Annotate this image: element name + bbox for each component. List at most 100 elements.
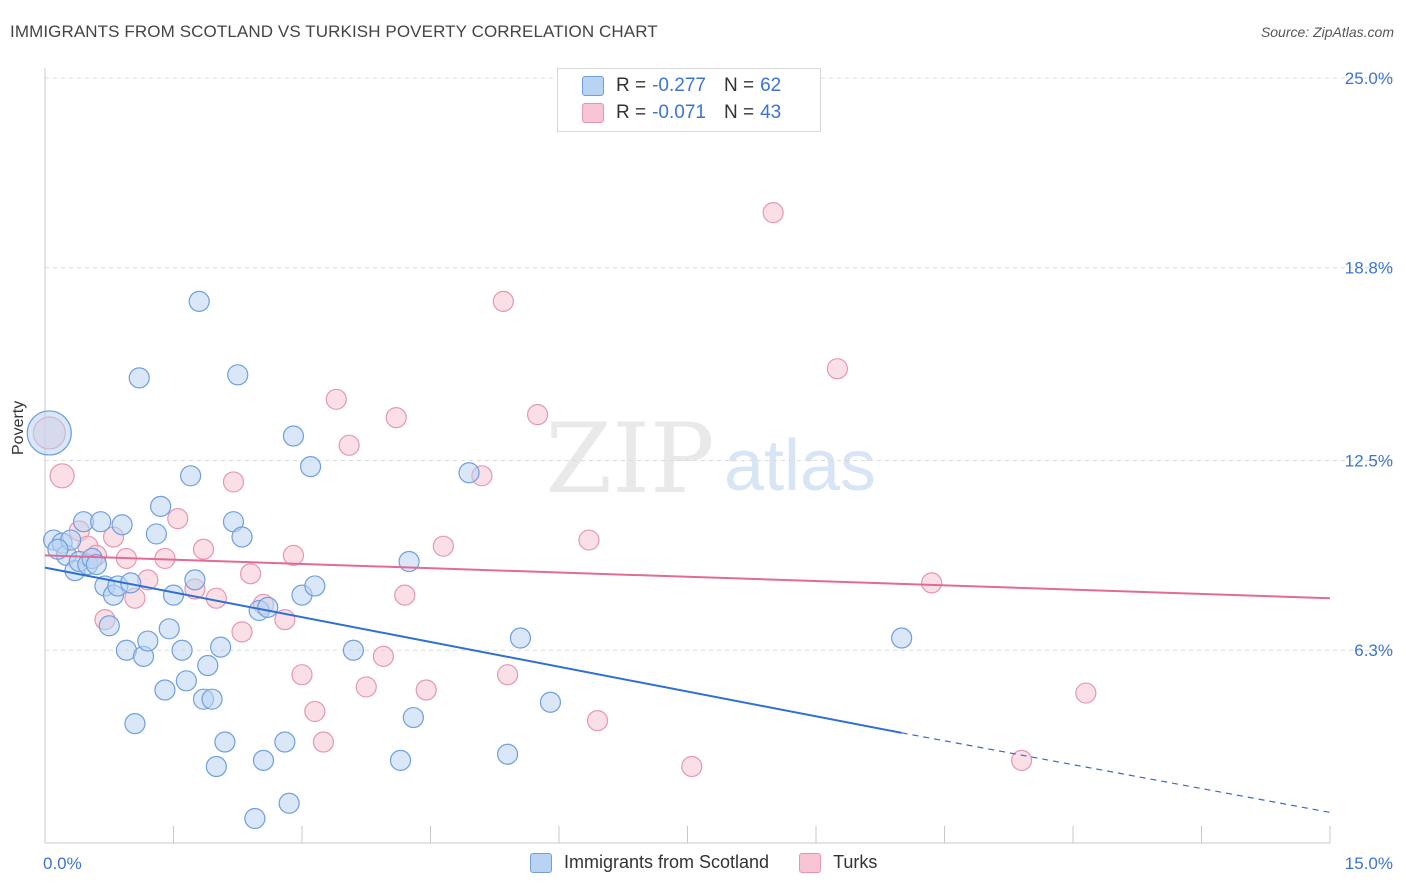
series-scotland-points <box>26 290 913 830</box>
turks-point-40 <box>826 358 849 380</box>
scotland-point-38 <box>214 731 236 753</box>
scotland-point-24 <box>150 495 172 517</box>
turks-point-20 <box>282 544 305 566</box>
trend-lines <box>44 554 1331 813</box>
scotland-point-13 <box>98 615 120 637</box>
stats-legend-row-turks: R = -0.071 N = 43 <box>582 101 781 125</box>
scotland-legend-swatch <box>530 852 552 873</box>
scotland-point-36 <box>205 755 227 778</box>
n-value: 62 <box>760 75 782 96</box>
turks-swatch <box>582 103 604 123</box>
scotland-swatch <box>582 76 604 96</box>
scotland-point-51 <box>304 575 326 597</box>
scotland-trend-line <box>44 566 902 734</box>
turks-point-1 <box>49 463 75 489</box>
turks-point-15 <box>222 471 245 493</box>
turks-point-38 <box>681 755 703 778</box>
scotland-point-44 <box>252 749 275 771</box>
r-label: R = <box>616 102 647 123</box>
scotland-point-53 <box>389 749 412 771</box>
scotland-point-52 <box>342 639 364 661</box>
watermark-zip: ZIP <box>545 403 714 515</box>
scotland-point-26 <box>158 618 180 640</box>
scotland-point-37 <box>210 636 232 658</box>
scotland-point-42 <box>244 807 266 830</box>
legend-item-scotland[interactable]: Immigrants from Scotland <box>530 852 769 873</box>
n-label: N = <box>723 102 755 123</box>
n-value: 43 <box>760 102 782 123</box>
scotland-point-50 <box>299 456 322 478</box>
scotland-point-57 <box>497 743 519 765</box>
turks-point-29 <box>394 584 416 606</box>
scotland-point-19 <box>124 713 146 735</box>
turks-point-16 <box>231 621 253 643</box>
scotland-point-32 <box>188 290 210 312</box>
turks-point-37 <box>586 709 609 732</box>
turks-point-39 <box>762 202 784 224</box>
turks-point-42 <box>1010 749 1033 771</box>
scotland-point-28 <box>171 639 193 661</box>
turks-point-41 <box>921 572 943 594</box>
r-label: R = <box>616 75 647 96</box>
y-tick-labels: 6.3% 12.5% 18.8% 25.0% <box>1345 69 1393 660</box>
r-value: -0.277 <box>652 75 706 96</box>
turks-point-26 <box>355 676 377 698</box>
stats-legend: R = -0.277 N = 62 R = -0.071 N = 43 <box>557 68 821 132</box>
scotland-trend-extension <box>901 732 1331 813</box>
scotland-point-59 <box>539 691 562 713</box>
scotland-point-23 <box>145 523 167 545</box>
legend-label-turks: Turks <box>833 852 878 872</box>
scotland-point-35 <box>201 688 223 710</box>
chart-title: IMMIGRANTS FROM SCOTLAND VS TURKISH POVE… <box>10 22 658 41</box>
legend-label-scotland: Immigrants from Scotland <box>564 852 770 872</box>
turks-point-17 <box>240 563 262 585</box>
legend-item-turks[interactable]: Turks <box>799 852 877 873</box>
series-legend: Immigrants from Scotland Turks <box>530 852 907 873</box>
axes <box>44 68 1331 844</box>
y-tick-label-3: 25.0% <box>1345 69 1393 88</box>
turks-point-36 <box>578 529 600 551</box>
scotland-point-48 <box>282 425 305 447</box>
turks-point-21 <box>291 664 313 686</box>
x-tick-max: 15.0% <box>1345 854 1393 873</box>
turks-point-25 <box>338 434 360 456</box>
scotland-point-56 <box>458 462 480 484</box>
scotland-point-60 <box>891 627 913 649</box>
scotland-point-0 <box>26 410 72 456</box>
turks-point-28 <box>385 407 407 429</box>
scotland-point-11 <box>90 511 112 533</box>
scotland-point-16 <box>111 514 133 536</box>
scotland-point-41 <box>231 526 253 548</box>
scotland-point-27 <box>162 584 185 606</box>
chart-source: Source: ZipAtlas.com <box>1260 24 1394 40</box>
scotland-point-20 <box>128 367 150 389</box>
y-tick-label-0: 6.3% <box>1354 641 1393 660</box>
y-tick-label-1: 12.5% <box>1345 452 1393 471</box>
n-label: N = <box>723 75 755 96</box>
scotland-point-45 <box>257 596 279 618</box>
turks-point-34 <box>497 664 519 686</box>
scotland-point-29 <box>175 670 197 692</box>
r-value: -0.071 <box>652 102 706 123</box>
watermark-atlas: atlas <box>724 426 876 506</box>
scotland-point-31 <box>184 569 206 591</box>
scotland-point-55 <box>402 706 424 729</box>
turks-point-27 <box>372 645 394 667</box>
scotland-point-10 <box>85 553 108 576</box>
turks-point-14 <box>205 587 227 609</box>
turks-point-22 <box>304 700 326 723</box>
turks-legend-swatch <box>799 852 822 873</box>
turks-point-35 <box>526 404 549 426</box>
turks-point-24 <box>325 388 347 410</box>
scotland-point-47 <box>278 792 300 814</box>
scotland-point-22 <box>137 630 159 652</box>
x-tick-min: 0.0% <box>43 854 82 873</box>
turks-point-43 <box>1075 682 1097 704</box>
turks-point-30 <box>415 679 437 701</box>
scotland-point-34 <box>197 654 219 677</box>
turks-point-33 <box>492 290 514 312</box>
turks-trend-line <box>44 554 1331 600</box>
turks-point-31 <box>432 535 454 557</box>
stats-legend-row-scotland: R = -0.277 N = 62 <box>582 74 781 98</box>
